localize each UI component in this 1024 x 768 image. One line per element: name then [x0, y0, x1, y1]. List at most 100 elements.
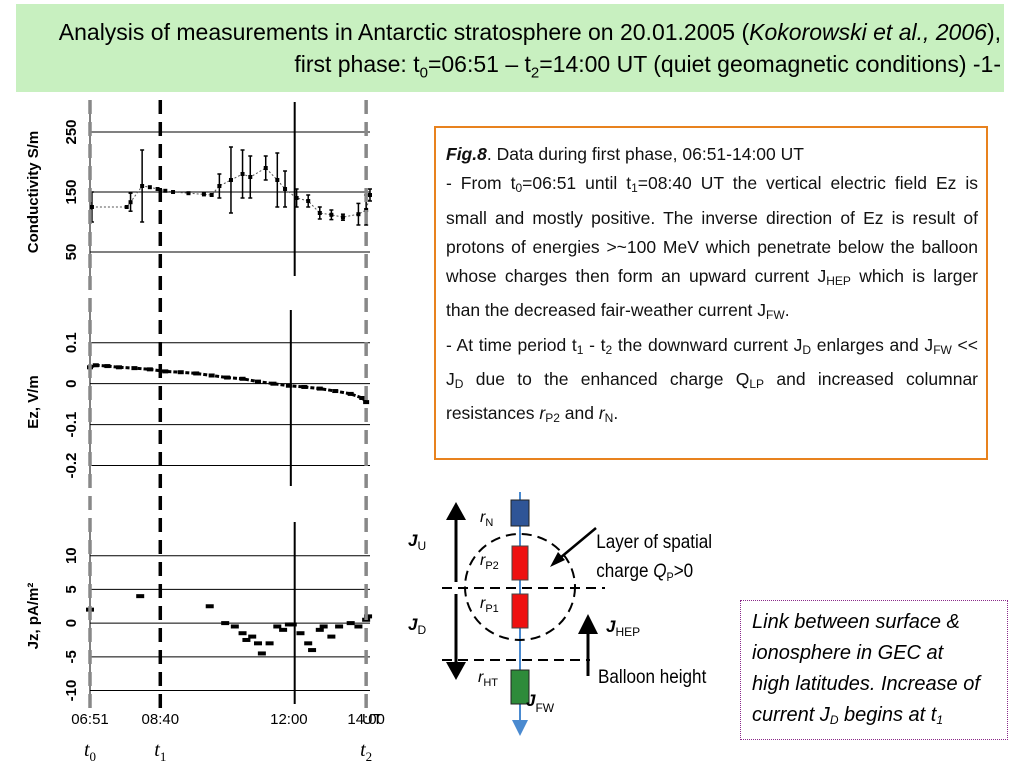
caption-paragraph-2: - At time period t1 - t2 the downward cu… — [446, 331, 978, 434]
data-point — [155, 187, 160, 191]
data-point — [294, 196, 299, 200]
caption-sub: 1 — [576, 342, 584, 357]
y-tick-label: -10 — [63, 680, 80, 702]
data-point — [146, 367, 153, 372]
note-line: Link between surface & — [752, 611, 960, 633]
caption-text: which is larger than the decreased fair-… — [446, 266, 979, 321]
data-point — [248, 175, 253, 179]
data-point — [283, 187, 288, 191]
y-tick-label: 0.1 — [63, 332, 80, 353]
y-tick-label: 150 — [63, 179, 80, 204]
data-point — [162, 369, 169, 374]
data-point — [140, 184, 145, 188]
caption-paragraph-1: - From t0=06:51 until t1=08:40 UT the ve… — [446, 169, 978, 330]
y-tick-label: -0.1 — [63, 412, 80, 438]
caption-heading: Fig.8. Data during first phase, 06:51-14… — [446, 140, 978, 169]
data-point — [340, 215, 345, 220]
data-point — [359, 396, 366, 400]
data-point — [238, 631, 247, 636]
data-point — [104, 364, 111, 369]
data-point — [329, 212, 334, 217]
data-point — [304, 641, 313, 646]
data-point — [317, 211, 322, 215]
figure-caption-box: Fig.8. Data during first phase, 06:51-14… — [434, 126, 988, 460]
y-tick-label: 0 — [63, 619, 80, 627]
label-layer-line2: charge QP>0 — [596, 560, 693, 584]
title-banner: Analysis of measurements in Antarctic st… — [16, 4, 1004, 92]
caption-text: . — [613, 403, 619, 424]
data-point — [270, 381, 277, 386]
j-d-arrowhead — [446, 662, 466, 680]
title-part: =14:00 UT (quiet geomagnetic conditions)… — [539, 51, 1001, 77]
y-axis-label: Ez, V/m — [25, 375, 42, 428]
caption-text: and increased columnar resistances — [446, 369, 979, 424]
y-tick-label: 0 — [63, 380, 80, 388]
x-tick-label: 06:51 — [71, 711, 109, 728]
label-r-n: rN — [480, 509, 493, 529]
data-point — [221, 621, 230, 626]
data-point — [147, 185, 152, 190]
data-point — [128, 200, 133, 205]
resistor-r-n — [510, 499, 530, 527]
title-citation: Kokorowski et al., 2006 — [749, 19, 987, 45]
layer-pointer-arrowhead — [550, 552, 565, 567]
note-line: high latitudes. Increase of — [752, 673, 980, 695]
data-point — [209, 193, 214, 197]
caption-sub: FW — [766, 308, 785, 323]
summary-note: Link between surface & ionosphere in GEC… — [752, 607, 1002, 736]
caption-sub: 0 — [515, 181, 523, 196]
figure-caption: Fig.8. Data during first phase, 06:51-14… — [446, 140, 978, 434]
caption-fig-label: Fig.8 — [446, 144, 487, 164]
data-point — [131, 366, 138, 371]
label-j-u: JU — [408, 531, 426, 553]
data-point — [363, 400, 370, 405]
title-sub: 0 — [419, 64, 428, 82]
data-point — [217, 184, 222, 188]
data-point — [171, 190, 176, 194]
caption-text: and — [559, 403, 599, 424]
data-point — [224, 375, 231, 380]
note-text: begins at t — [838, 704, 937, 726]
caption-text: - From t — [446, 173, 516, 194]
caption-sub: LP — [749, 377, 765, 392]
circuit-diagram: rN rP2 rP1 rHT JU JD JHEP JFW Layer of s… — [408, 492, 712, 736]
caption-text: - t — [583, 334, 606, 355]
y-axis-label: Jz, pA/m² — [25, 583, 42, 650]
caption-sub: D — [802, 342, 812, 357]
data-point — [273, 624, 282, 629]
note-line: ionosphere in GEC at — [752, 642, 944, 664]
data-point — [230, 624, 239, 629]
caption-text: . — [784, 300, 790, 321]
caption-text: r — [598, 403, 605, 424]
label-j-hep: JHEP — [606, 617, 640, 639]
time-marker-label: t2 — [360, 739, 372, 764]
title-part: Analysis of measurements in Antarctic st… — [58, 19, 750, 45]
j-u-arrowhead — [446, 502, 466, 520]
data-point — [354, 624, 363, 629]
data-point — [335, 624, 344, 629]
data-point — [275, 178, 280, 182]
y-tick-label: 10 — [63, 547, 80, 564]
title-part: ), first phase: t — [294, 19, 1001, 77]
x-tick-label: 12:00 — [270, 711, 308, 728]
note-sub: 1 — [936, 713, 944, 727]
layer-pointer-line — [559, 527, 597, 559]
label-j-d: JD — [408, 615, 426, 637]
caption-text: =06:51 until t — [522, 173, 632, 194]
data-point — [136, 594, 145, 599]
j-hep-arrowhead — [578, 614, 598, 634]
caption-sub: D — [454, 377, 464, 392]
data-point — [205, 604, 214, 609]
label-layer-line1: Layer of spatial — [596, 531, 712, 552]
caption-sub: HEP — [826, 274, 851, 289]
caption-text: the downward current J — [612, 334, 803, 355]
data-point — [279, 627, 288, 632]
data-point — [242, 637, 251, 642]
data-point — [89, 205, 94, 209]
x-tick-label: 14:00 — [347, 711, 385, 728]
caption-sub: P2 — [545, 411, 560, 426]
data-point — [201, 192, 206, 197]
caption-text: - At time period t — [446, 334, 577, 355]
summary-note-box: Link between surface & ionosphere in GEC… — [740, 600, 1008, 740]
resistor-r-ht — [510, 669, 530, 705]
